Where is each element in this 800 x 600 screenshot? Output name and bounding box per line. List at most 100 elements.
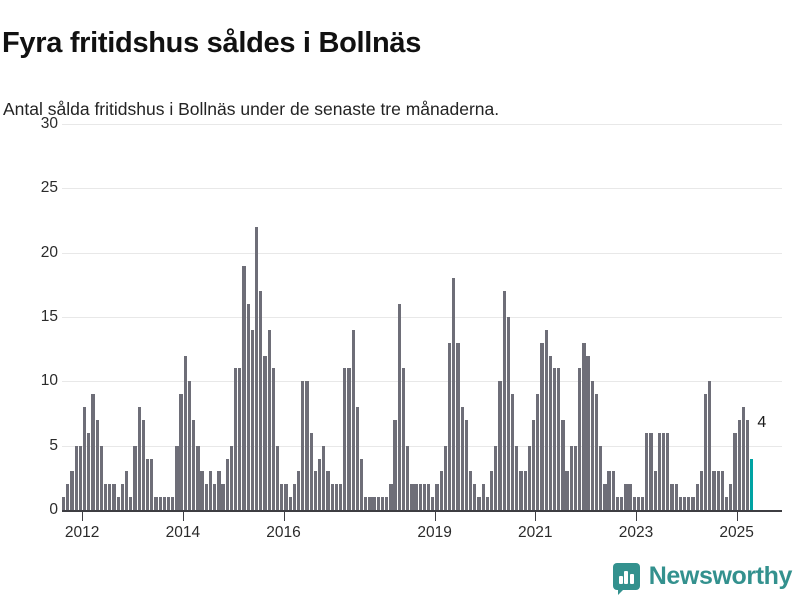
bar [213,484,217,510]
bar [594,394,599,510]
gridline [62,124,782,125]
bar [99,445,104,510]
bar [582,342,586,510]
bar [406,445,410,510]
bar [422,484,427,510]
bar [427,484,431,510]
bar [443,445,448,510]
page-subtitle: Antal sålda fritidshus i Bollnäs under d… [3,98,500,119]
y-axis-tick-label: 5 [49,436,58,454]
bar [183,355,187,510]
bar [376,497,380,510]
bar [166,497,171,510]
bar [641,497,645,510]
bar [737,419,741,510]
bar [456,342,460,510]
bar [351,329,355,510]
bar [649,432,653,510]
bar [280,484,284,510]
y-axis-tick-label: 15 [40,308,58,325]
y-axis-tick-label: 25 [40,179,58,197]
bar [699,471,704,510]
bar [301,381,305,510]
gridline [62,188,782,190]
bar [330,484,334,510]
bar [632,497,636,510]
bar [82,407,87,510]
bar [468,471,473,510]
bar [540,342,544,510]
bar [519,471,523,510]
x-axis-line [62,510,782,512]
bar [527,445,531,510]
bar [477,497,481,510]
bar [410,484,414,510]
x-axis-tick-label: 2021 [518,524,553,541]
bar [154,497,158,510]
bar [87,432,91,510]
x-axis-tick-label: 2012 [64,524,100,541]
bar [62,497,66,510]
bar [670,484,674,510]
bar [284,484,288,510]
bar [225,458,229,510]
bar [364,497,368,510]
bar [78,445,83,510]
bar [435,484,439,510]
bar [557,368,561,510]
bar [414,484,418,510]
bar [716,471,720,510]
bar [590,381,594,510]
bar [611,471,615,510]
bar [544,329,548,510]
bar [481,484,485,510]
gridline [62,445,782,447]
bar [741,407,745,510]
bar [745,419,750,510]
bar [448,342,452,510]
y-axis-tick-label: 30 [40,115,58,132]
bar [531,419,536,510]
bar [200,471,204,510]
bar [133,445,137,510]
bar [729,484,733,510]
bar [263,355,267,510]
bar [510,394,515,510]
x-axis-tick [635,512,637,521]
bar [275,445,280,510]
bar [229,445,234,510]
bar [431,497,435,510]
bar [204,484,208,510]
bar [498,381,502,510]
bar [313,471,317,510]
bar [615,497,620,510]
bar [359,458,364,510]
logo-text: Newsworthy [648,562,793,590]
bar [691,497,695,510]
bar [326,471,330,510]
bar [561,419,565,510]
gridline [62,252,782,254]
bar [217,471,221,510]
bar [250,329,255,510]
page-title: Fyra fritidshus såldes i Bollnäs [2,27,422,60]
x-axis-tick [82,512,84,521]
bar [666,432,670,510]
axis-layer: 0 5 10 15 20 25 30 2012 2014 2016 2019 2021 2023 2025 [0,110,800,541]
bar [494,445,498,510]
gridline [62,381,782,383]
bar [120,484,124,510]
newsworthy-logo[interactable]: Newsworthy [612,562,793,595]
bar [124,471,129,510]
bar [401,368,406,510]
bar [192,419,196,510]
bar [380,497,385,510]
bar [355,407,359,510]
bar [322,445,326,510]
bar [162,497,166,510]
bar [292,484,297,510]
bar [603,484,607,510]
x-axis-tick-label: 2019 [417,524,452,541]
bar [599,445,603,510]
bar [720,471,724,510]
